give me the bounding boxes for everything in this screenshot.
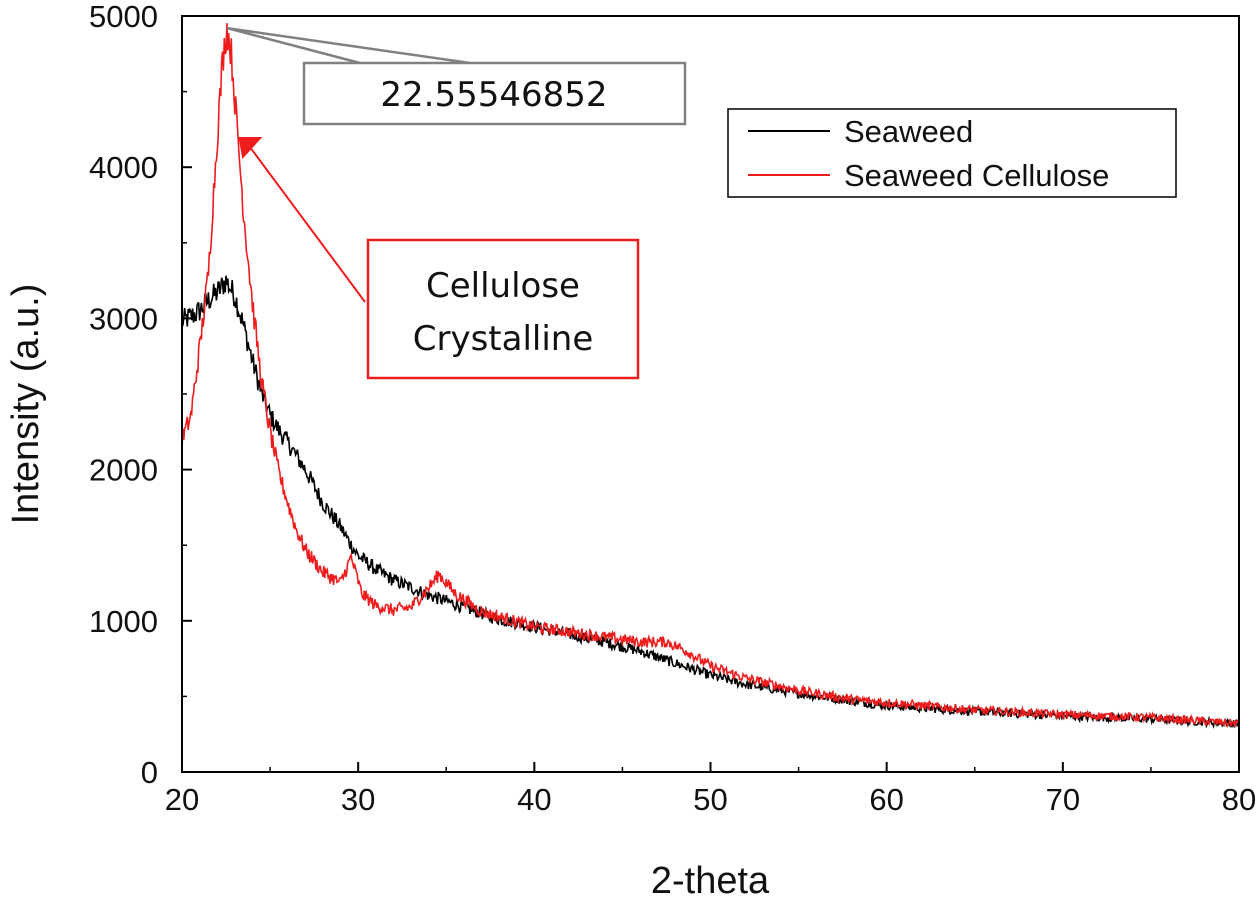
x-tick-label: 30 (341, 782, 375, 817)
crystalline-label-line-2: Crystalline (413, 319, 594, 359)
crystalline-label-line-1: Cellulose (426, 266, 580, 306)
y-tick-label: 0 (141, 755, 158, 790)
crystalline-label-box (366, 238, 640, 380)
peak-leader-line (226, 26, 471, 65)
series-line-seaweed-cellulose (181, 23, 1240, 728)
y-tick-label: 4000 (89, 150, 158, 185)
x-tick-label: 40 (517, 782, 551, 817)
y-tick-label: 1000 (89, 604, 158, 639)
crystalline-arrowhead (238, 136, 263, 159)
x-axis-title: 2-theta (651, 860, 770, 900)
legend: Seaweed Seaweed Cellulose (727, 108, 1177, 198)
y-axis-title: Intensity (a.u.) (5, 284, 47, 525)
peak-label-box (302, 61, 687, 126)
ticks-layer: 20 30 40 50 60 70 80 0 1000 2000 3000 4000 5000 (89, 0, 1256, 817)
peak-label-text: 22.55546852 (380, 75, 607, 115)
x-tick-label: 50 (693, 782, 727, 817)
legend-label-seaweed: Seaweed (844, 114, 973, 149)
x-tick-label: 20 (165, 782, 199, 817)
annotation-layer: 22.55546852 Cellulose Crystalline (226, 26, 687, 380)
peak-leader-line (226, 26, 361, 65)
y-tick-label: 5000 (89, 0, 158, 34)
legend-box (727, 108, 1177, 198)
legend-label-seaweed-cellulose: Seaweed Cellulose (844, 158, 1109, 193)
x-tick-label: 60 (869, 782, 903, 817)
y-tick-label: 2000 (89, 453, 158, 488)
y-tick-label: 3000 (89, 301, 158, 336)
crystalline-arrow-line (247, 144, 366, 303)
series-layer (181, 23, 1240, 729)
x-tick-label: 80 (1222, 782, 1256, 817)
x-tick-label: 70 (1046, 782, 1080, 817)
